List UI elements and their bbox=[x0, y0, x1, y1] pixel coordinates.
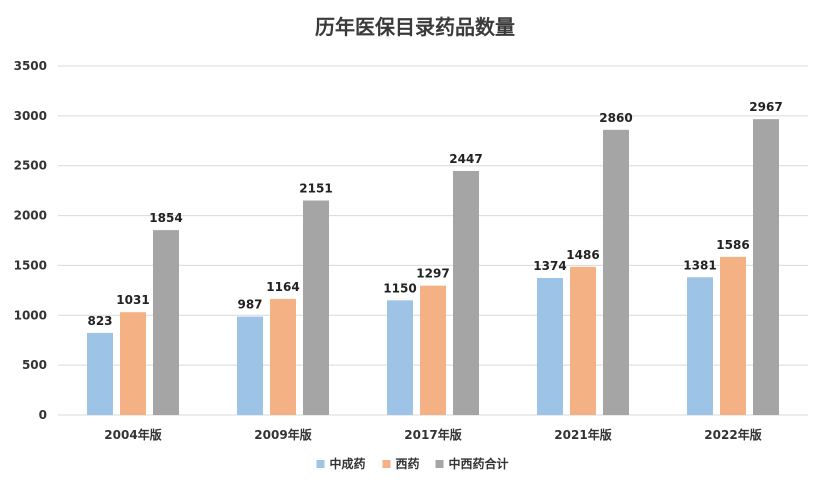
x-tick-label: 2004年版 bbox=[104, 427, 161, 442]
bar-series-c-1 bbox=[303, 200, 329, 415]
legend-swatch bbox=[316, 460, 325, 468]
data-label: 2447 bbox=[449, 152, 482, 166]
x-axis-ticks: 2004年版 2009年版 2017年版 2021年版 2022年版 bbox=[104, 427, 761, 442]
data-label: 1486 bbox=[566, 248, 599, 262]
data-label: 1031 bbox=[116, 293, 149, 307]
bar-series-b-3 bbox=[570, 266, 596, 415]
x-tick-label: 2022年版 bbox=[704, 427, 761, 442]
bar-series-a-0 bbox=[87, 332, 113, 415]
y-tick-label: 2000 bbox=[14, 209, 47, 223]
data-label: 2967 bbox=[749, 100, 782, 114]
data-label: 2151 bbox=[299, 182, 332, 196]
x-tick-label: 2017年版 bbox=[404, 427, 461, 442]
y-axis-ticks: 0 500 1000 1500 2000 2500 3000 3500 bbox=[14, 59, 47, 422]
data-label: 1854 bbox=[149, 211, 182, 225]
data-label: 1150 bbox=[383, 281, 416, 295]
data-label: 1374 bbox=[533, 259, 566, 273]
y-tick-label: 0 bbox=[39, 408, 47, 422]
y-tick-label: 2500 bbox=[14, 159, 47, 173]
x-tick-label: 2021年版 bbox=[554, 427, 611, 442]
legend: 中成药 西药 中西药合计 bbox=[316, 456, 509, 471]
chart-title: 历年医保目录药品数量 bbox=[315, 15, 515, 39]
data-label: 1164 bbox=[266, 280, 299, 294]
data-label: 823 bbox=[87, 314, 112, 328]
x-tick-label: 2009年版 bbox=[254, 427, 311, 442]
bar-series-c-3 bbox=[603, 129, 629, 415]
data-label: 1297 bbox=[416, 267, 449, 281]
bar-series-c-2 bbox=[453, 170, 479, 415]
y-tick-label: 1500 bbox=[14, 258, 47, 272]
bars bbox=[87, 119, 779, 416]
bar-series-a-4 bbox=[687, 277, 713, 415]
legend-swatch bbox=[382, 460, 391, 468]
legend-label: 西药 bbox=[396, 456, 420, 471]
data-label: 1381 bbox=[683, 258, 716, 272]
bar-series-a-1 bbox=[237, 316, 263, 415]
legend-label: 中成药 bbox=[330, 456, 366, 471]
y-tick-label: 1000 bbox=[14, 308, 47, 322]
legend-label: 中西药合计 bbox=[449, 456, 509, 471]
bar-series-c-0 bbox=[153, 230, 179, 415]
bar-series-b-1 bbox=[270, 298, 296, 415]
data-label: 2860 bbox=[599, 111, 632, 125]
bar-series-a-3 bbox=[537, 277, 563, 415]
y-tick-label: 500 bbox=[22, 358, 47, 372]
y-tick-label: 3000 bbox=[14, 109, 47, 123]
data-label: 1586 bbox=[716, 238, 749, 252]
data-label: 987 bbox=[237, 298, 262, 312]
bar-series-b-4 bbox=[720, 256, 746, 415]
bar-series-c-4 bbox=[753, 119, 779, 416]
y-tick-label: 3500 bbox=[14, 59, 47, 73]
legend-swatch bbox=[435, 460, 444, 468]
bar-series-a-2 bbox=[387, 300, 413, 415]
bar-series-b-0 bbox=[120, 312, 146, 415]
bar-series-b-2 bbox=[420, 285, 446, 415]
